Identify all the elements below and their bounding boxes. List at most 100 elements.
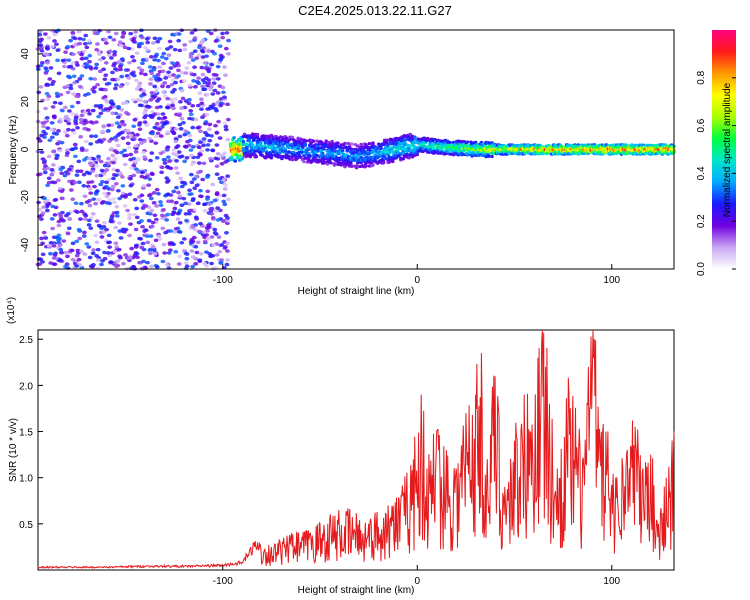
spectrogram-cell [90,251,96,256]
colorbar-gradient [712,30,736,269]
spectrogram-cell [86,218,92,223]
spectrogram-cell [177,194,183,198]
spectrogram-cell [201,137,207,141]
spectrogram-cell [137,137,143,142]
spectrogram-cell [450,149,455,153]
spectrogram-cell [364,164,368,168]
spectrogram-cell [108,260,114,264]
spectrogram-cell [223,127,229,132]
spectrogram-cell [207,202,212,207]
spectrogram-cell [196,229,202,234]
spectrogram-cell [72,80,77,85]
spectrogram-cell [81,172,87,177]
spectrogram-cell [113,31,119,36]
spectrogram-cell [46,154,52,159]
spectrogram-cell [274,149,278,154]
spectrogram-cell [103,107,109,111]
spectrogram-x-ticks: -100 0 100 [213,264,621,286]
spectrogram-cell [147,247,153,252]
spectrogram-cell [176,68,181,73]
spectrogram-cell [122,148,127,153]
spectrogram-cell [201,161,207,166]
spectrogram-cell [113,173,119,177]
spectrogram-cell [63,105,68,110]
spectrogram-cell [46,244,52,248]
spectrogram-cell [50,163,56,167]
spectrogram-cell [224,31,230,35]
spectrogram-cell [207,138,213,143]
spectrogram-cell [38,46,44,51]
spectrogram-cell [56,178,61,183]
spectrogram-cell [223,124,229,129]
spectrogram-cell [188,109,194,113]
spectrogram-cell [99,168,105,173]
spectrogram-cell [36,200,42,205]
spectrogram-cell [44,46,50,50]
spectrogram-cell [74,264,80,268]
spectrogram-cell [205,143,211,147]
spectrogram-cell [120,119,125,124]
spectrogram-cell [105,128,111,133]
spectrogram-cell [136,44,142,49]
spectrogram-cell [66,127,71,132]
spectrogram-cell [150,245,156,249]
spectrogram-cell [137,121,143,125]
spectrogram-cell [259,141,263,145]
spectrogram-cell [147,114,153,118]
spectrogram-cell [340,163,345,167]
spectrogram-cell [108,56,114,60]
spectrogram-cell [110,111,116,116]
spectrogram-cell [131,58,137,63]
spectrogram-cell [189,180,195,185]
spectrogram-cell [87,187,93,191]
spectrogram-cell [43,106,48,111]
spectrogram-cell [158,134,164,138]
spectrogram-cell [220,35,226,40]
spectrogram-cell [139,245,145,250]
spectrogram-cell [101,124,107,128]
spectrogram-cell [345,149,350,153]
spectrogram-cell [198,252,204,256]
spectrogram-cell [65,254,70,259]
spectrogram-cell [284,136,289,140]
spectrogram-cell [86,223,92,227]
spectrogram-cell [183,145,189,149]
spectrogram-cell [214,101,220,106]
spectrogram-cell [87,112,92,116]
spectrogram-cell [186,97,192,102]
spectrogram-cell [148,77,154,81]
spectrogram-cell [108,219,114,224]
spectrogram-cell [200,177,206,182]
spectrogram-cell [189,31,195,35]
spectrogram-cell [72,180,78,185]
spectrogram-cell [73,209,79,213]
spectrogram-cell [164,47,170,51]
spectrogram-cell [113,264,119,269]
spectrogram-cell [96,157,101,162]
spectrogram-cell [222,121,228,125]
spectrogram-cell [151,67,157,72]
spectrogram-cell [179,116,185,121]
spectrogram-cell [139,141,144,145]
x-tick-label: 100 [603,275,620,286]
spectrogram-cell [162,161,168,165]
spectrogram-cell [45,126,51,130]
spectrogram-cell [150,131,155,136]
snr-panel: -100 0 100 0.5 1.0 1.5 2.0 2.5 Height of strai… [6,297,675,596]
spectrogram-cell [172,64,178,68]
spectrogram-cell [46,176,52,181]
spectrogram-cell [190,145,196,149]
spectrogram-cell [163,193,168,198]
spectrogram-cell [211,243,216,248]
spectrogram-cell [113,138,119,142]
spectrogram-cell [224,230,229,235]
spectrogram-cell [154,105,160,110]
y-tick-label: 0.5 [19,520,33,531]
spectrogram-cell [225,102,231,107]
spectrogram-cell [49,135,55,140]
spectrogram-cell [56,223,62,228]
spectrogram-cell [155,73,161,77]
spectrogram-cell [196,76,201,80]
spectrogram-cell [78,135,84,139]
spectrogram-cell [177,220,183,225]
